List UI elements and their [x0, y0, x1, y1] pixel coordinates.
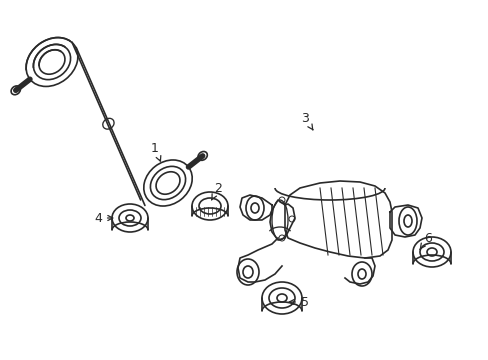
Text: 4: 4 — [94, 211, 113, 225]
Text: 5: 5 — [288, 296, 308, 309]
Text: 1: 1 — [151, 141, 161, 161]
Text: 3: 3 — [301, 112, 312, 130]
Text: 2: 2 — [211, 181, 222, 200]
Text: 6: 6 — [419, 231, 431, 249]
